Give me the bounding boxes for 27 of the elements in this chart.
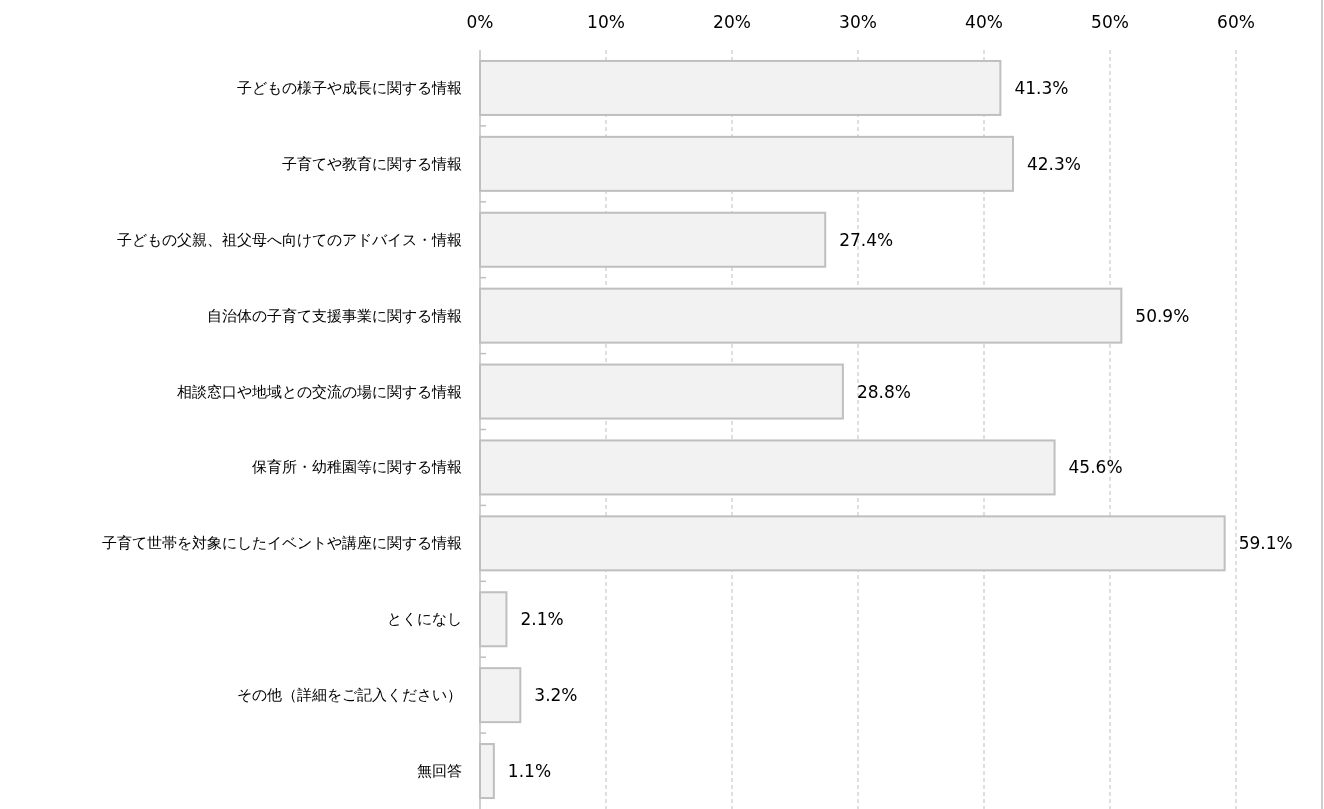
x-tick-label: 20% [713, 12, 751, 32]
y-tick-label: 保育所・幼稚園等に関する情報 [252, 458, 462, 477]
y-tick-label: 子どもの様子や成長に関する情報 [237, 78, 462, 97]
x-tick-label: 60% [1217, 12, 1255, 32]
x-tick-label: 10% [587, 12, 625, 32]
y-tick-label: とくになし [387, 610, 462, 629]
data-label: 2.1% [520, 609, 564, 630]
y-tick-label: 子育て世帯を対象にしたイベントや講座に関する情報 [102, 534, 462, 553]
x-tick-label: 0% [466, 12, 494, 32]
y-tick-label: その他（詳細をご記入ください） [237, 686, 462, 705]
data-label: 50.9% [1135, 305, 1190, 326]
y-tick-label: 自治体の子育て支援事業に関する情報 [207, 306, 462, 325]
data-label: 41.3% [1014, 77, 1069, 98]
x-tick-label: 30% [839, 12, 877, 32]
data-label: 3.2% [534, 685, 578, 706]
y-tick-label: 子育てや教育に関する情報 [282, 154, 462, 173]
x-tick-label: 50% [1091, 12, 1129, 32]
data-label: 45.6% [1068, 457, 1123, 478]
y-tick-label: 相談窓口や地域との交流の場に関する情報 [177, 382, 462, 401]
x-tick-label: 40% [965, 12, 1003, 32]
y-tick-label: 子どもの父親、祖父母へ向けてのアドバイス・情報 [117, 230, 462, 249]
data-label: 1.1% [507, 761, 552, 782]
data-label: 59.1% [1238, 533, 1293, 554]
data-label: 28.8% [856, 381, 911, 402]
y-tick-label: 無回答 [417, 762, 462, 781]
data-label: 27.4% [839, 229, 894, 250]
data-label: 42.3% [1026, 153, 1081, 174]
